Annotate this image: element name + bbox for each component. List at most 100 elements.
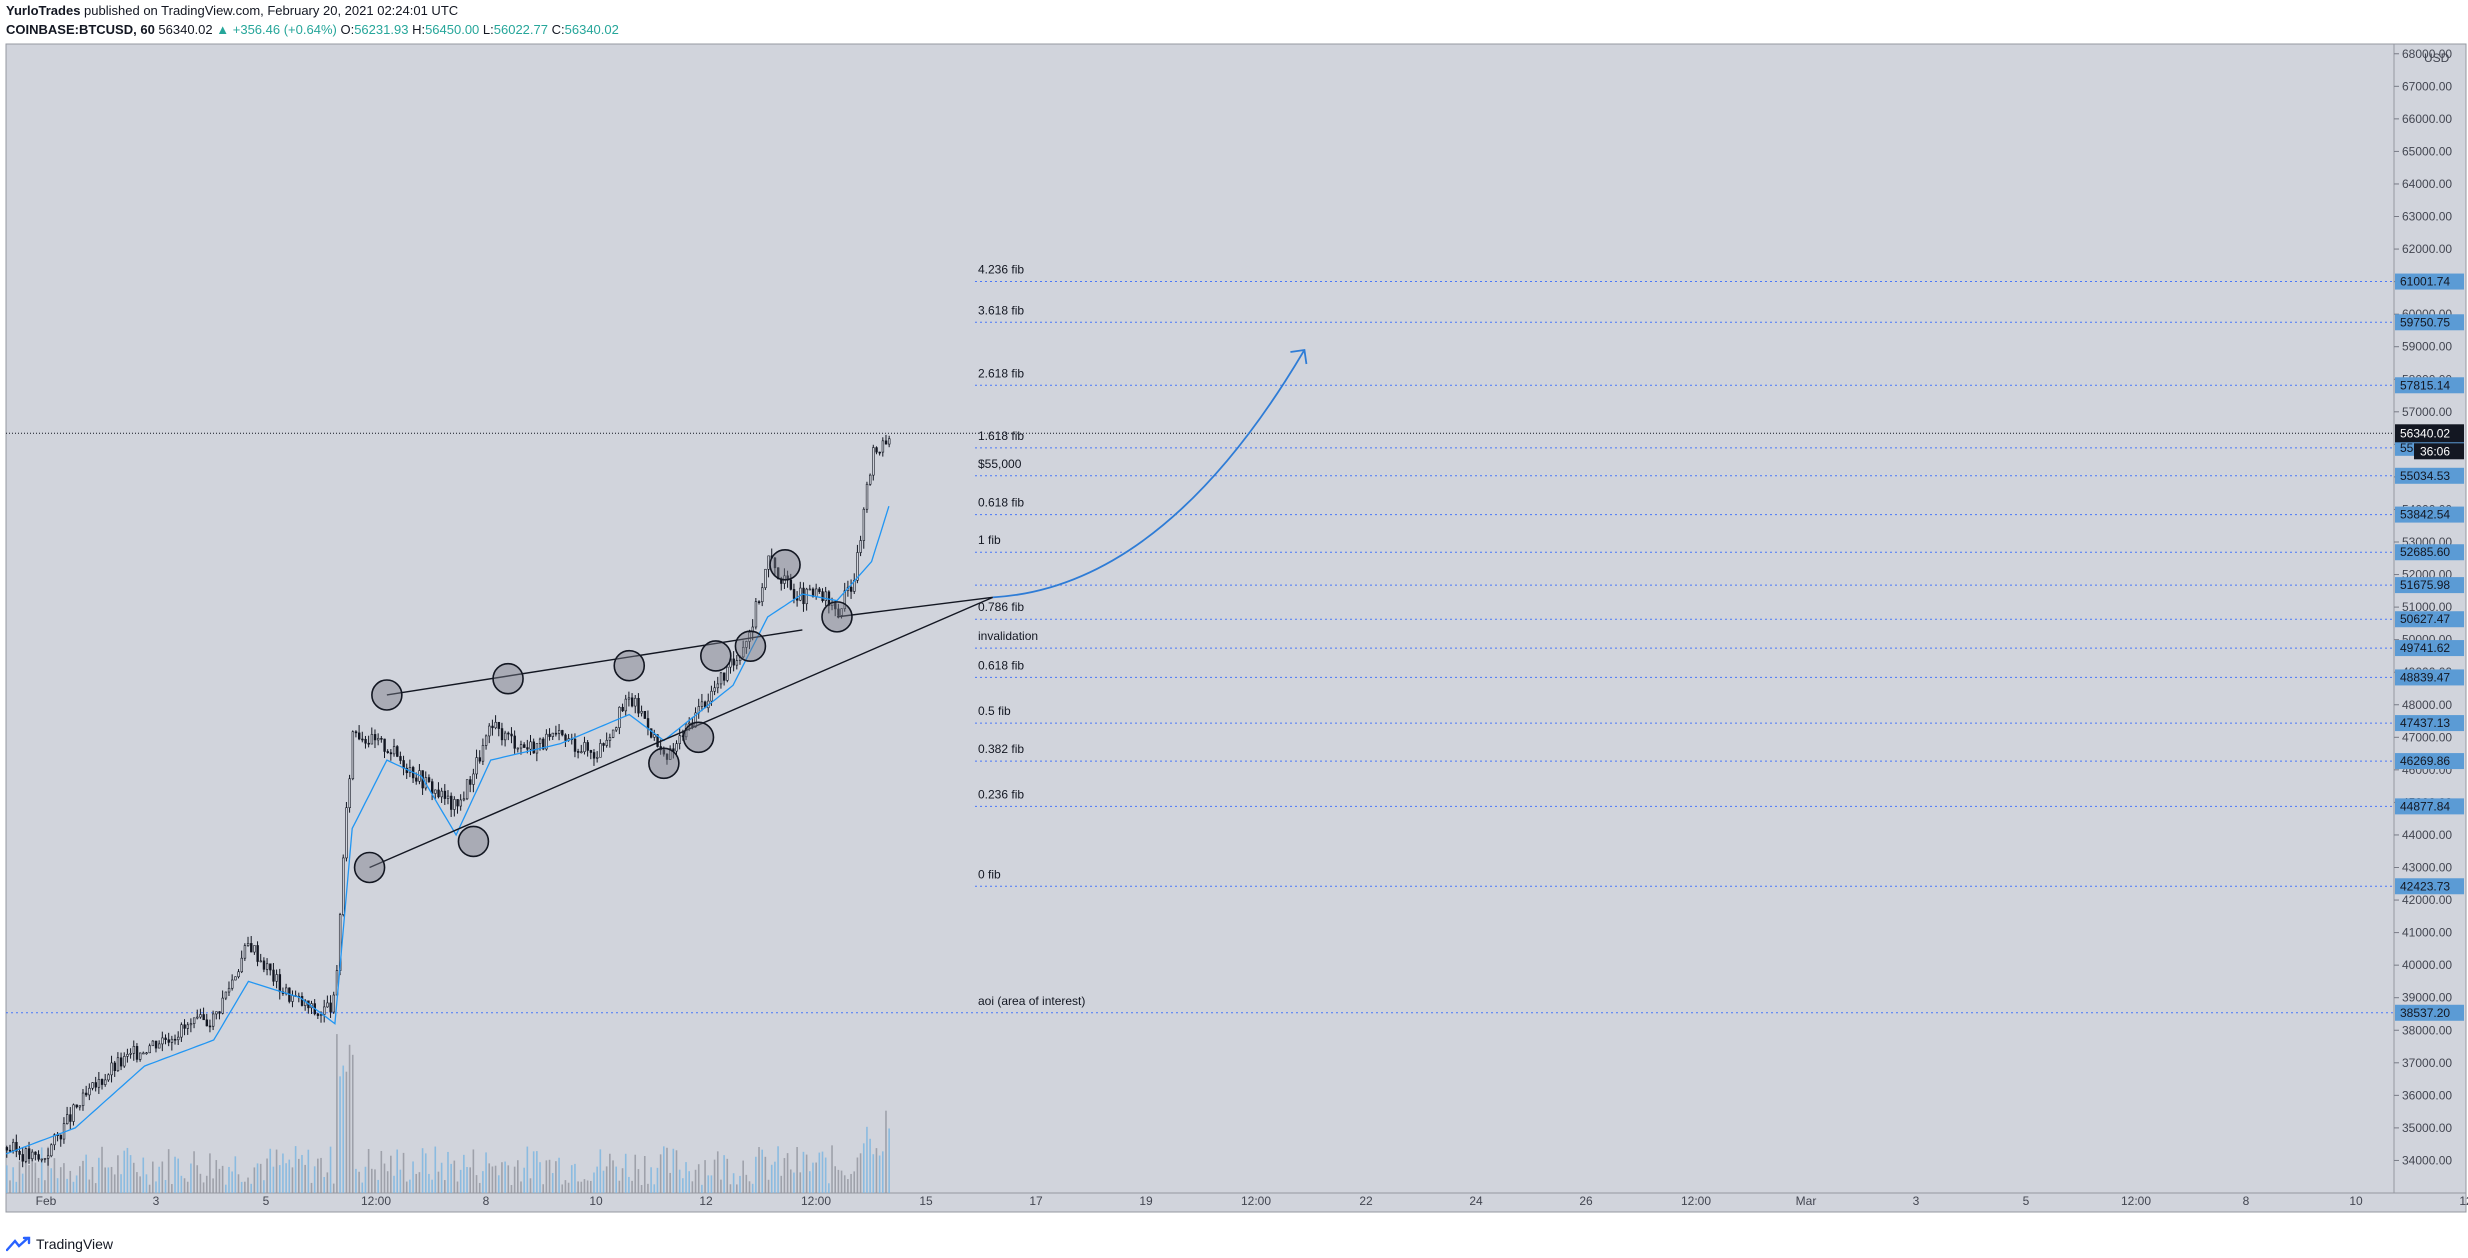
trendline[interactable] (369, 596, 994, 869)
time-axis[interactable] (5, 1192, 2467, 1213)
volume-bar (345, 1071, 348, 1193)
volume-bar (618, 1180, 621, 1193)
touch-circle[interactable] (821, 601, 853, 633)
volume-bar (37, 1177, 40, 1193)
tradingview-brand[interactable]: TradingView (6, 1236, 113, 1252)
candle-body (151, 1040, 155, 1047)
candle-body (586, 742, 589, 751)
volume-bar (643, 1156, 646, 1193)
candle-body (792, 589, 796, 599)
candle-body (748, 632, 751, 642)
touch-circle[interactable] (613, 649, 646, 682)
volume-bar (361, 1182, 364, 1193)
annotation-label[interactable]: 3.618 fib (978, 303, 1024, 317)
volume-bar (288, 1159, 291, 1193)
volume-bar (720, 1179, 722, 1193)
annotation-label[interactable]: 0.786 fib (978, 600, 1024, 614)
touch-circle[interactable] (682, 721, 715, 754)
volume-bar (434, 1146, 437, 1193)
price-tick-label: 67000.00 (2402, 79, 2452, 93)
candle-body (624, 698, 628, 712)
annotation-label[interactable]: 0.382 fib (978, 742, 1024, 756)
volume-bar (440, 1162, 443, 1193)
volume-bar (199, 1173, 202, 1193)
candle-body (18, 1150, 21, 1155)
candle-body (700, 701, 704, 707)
volume-bar (310, 1182, 313, 1193)
volume-bar (342, 1065, 345, 1193)
volume-bar (98, 1157, 100, 1193)
time-tick-label: 22 (1359, 1194, 1373, 1208)
annotation-label[interactable]: 2.618 fib (978, 366, 1024, 380)
volume-bar (815, 1162, 817, 1193)
volume-bar (650, 1167, 652, 1193)
touch-circle[interactable] (700, 640, 732, 672)
candle-body (446, 795, 450, 799)
trendline[interactable] (836, 596, 993, 618)
candle-body (415, 777, 418, 782)
candle-body (231, 979, 234, 989)
touch-circle[interactable] (457, 825, 490, 858)
volume-bar (301, 1154, 303, 1193)
volume-bar (466, 1167, 468, 1193)
annotation-label[interactable]: 0.618 fib (978, 658, 1024, 672)
trendline[interactable] (386, 629, 803, 696)
candle-body (53, 1134, 56, 1146)
volume-bar (859, 1153, 862, 1193)
candle-body (640, 710, 643, 714)
annotation-label[interactable]: 1.618 fib (978, 429, 1024, 443)
annotation-label[interactable]: 0.5 fib (978, 704, 1011, 718)
annotation-label[interactable]: 0.236 fib (978, 787, 1024, 801)
touch-circle[interactable] (371, 679, 403, 711)
candle-body (732, 658, 735, 666)
touch-circle[interactable] (492, 662, 524, 695)
candle-body (196, 1016, 199, 1019)
annotation-label[interactable]: $55,000 (978, 457, 1022, 471)
volume-bar (371, 1168, 373, 1193)
candle-body (377, 738, 380, 741)
volume-bar (837, 1169, 840, 1193)
annotation-label[interactable]: 0 fib (978, 867, 1001, 881)
annotation-label[interactable]: invalidation (978, 629, 1038, 643)
candle-body (548, 733, 551, 737)
candle-body (723, 672, 726, 681)
publisher-name[interactable]: YurloTrades (6, 3, 81, 18)
touch-circle[interactable] (353, 851, 386, 884)
volume-bar (736, 1184, 738, 1193)
projection-arrow[interactable] (992, 349, 1306, 599)
touch-circle[interactable] (769, 548, 801, 581)
symbol-label[interactable]: COINBASE:BTCUSD, 60 (6, 22, 155, 37)
candle-body (618, 706, 621, 728)
time-tick-label: 12:00 (2121, 1194, 2151, 1208)
volume-bar (821, 1151, 824, 1193)
level-price-label: 50627.47 (2400, 612, 2450, 626)
candle-body (399, 756, 402, 761)
moving-average-line[interactable] (5, 506, 890, 1155)
annotation-label[interactable]: 1 fib (978, 533, 1001, 547)
volume-bar (94, 1183, 97, 1193)
candle-body (656, 734, 659, 747)
candle-body (345, 807, 348, 859)
candle-body (678, 735, 681, 744)
annotation-label[interactable]: 0.618 fib (978, 496, 1024, 510)
volume-bar (707, 1175, 710, 1193)
touch-circle[interactable] (648, 747, 680, 780)
volume-bar (221, 1165, 224, 1193)
candle-body (710, 690, 713, 702)
volume-bar (104, 1167, 106, 1193)
level-price-label: 46269.86 (2400, 754, 2450, 768)
touch-circle[interactable] (734, 630, 767, 662)
candle-body (507, 732, 510, 735)
annotation-label[interactable]: aoi (area of interest) (978, 994, 1085, 1008)
volume-bar (640, 1184, 643, 1193)
volume-bar (231, 1171, 233, 1193)
volume-bar (624, 1153, 627, 1193)
candle-body (367, 742, 370, 745)
volume-bar (834, 1166, 836, 1193)
candle-body (253, 945, 256, 953)
annotation-label[interactable]: 4.236 fib (978, 263, 1024, 277)
volume-bar (66, 1178, 68, 1193)
chart-pane[interactable] (5, 43, 2395, 1194)
candle-body (796, 598, 799, 601)
